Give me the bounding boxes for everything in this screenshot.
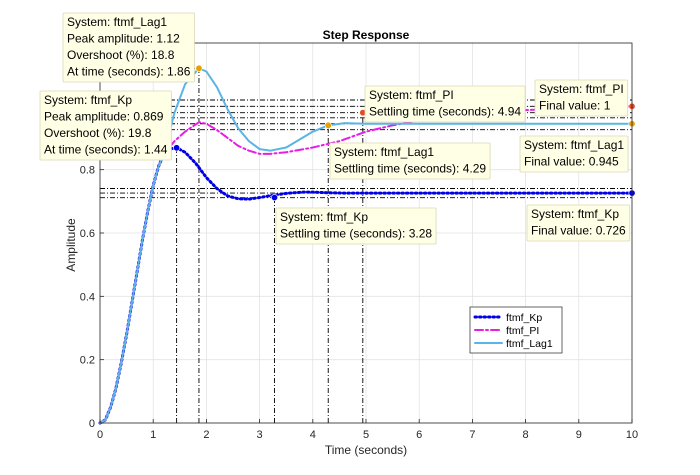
x-axis-label: Time (seconds) <box>325 443 407 457</box>
marker-peak-ftmf_Kp[interactable] <box>173 144 181 152</box>
data-tip-line: Overshoot (%): 18.8 <box>67 48 175 62</box>
data-tip-line: System: ftmf_Lag1 <box>334 145 434 159</box>
y-tick-label: 0 <box>89 418 95 430</box>
data-tip-line: Final value: 0.945 <box>524 155 619 169</box>
data-tip-peak-ftmf_Lag1: System: ftmf_Lag1 Peak amplitude: 1.12 Ove… <box>62 12 195 83</box>
data-tip-box <box>534 79 629 117</box>
x-tick-label: 3 <box>257 429 263 441</box>
legend-label: ftmf_Lag1 <box>506 338 553 350</box>
data-tip-box <box>62 12 195 83</box>
data-tip-settling-ftmf_Lag1: System: ftmf_Lag1 Settling time (seconds)… <box>329 142 491 180</box>
y-axis-label: Amplitude <box>64 218 78 272</box>
legend-item-ftmf_PI[interactable]: ftmf_PI <box>474 325 539 337</box>
data-tip-line: At time (seconds): 1.44 <box>44 143 168 157</box>
legend-label: ftmf_Kp <box>506 312 542 324</box>
data-tip-final-ftmf_Kp: System: ftmf_Kp Final value: 0.726 <box>526 204 631 242</box>
x-tick-label: 8 <box>523 429 529 441</box>
chart-title: Step Response <box>323 28 410 42</box>
data-tip-line: Peak amplitude: 0.869 <box>44 110 164 124</box>
marker-settling-ftmf_Lag1[interactable] <box>324 121 332 129</box>
x-tick-label: 1 <box>150 429 156 441</box>
data-tip-settling-ftmf_PI: System: ftmf_PI Settling time (seconds): … <box>364 85 526 123</box>
legend-item-ftmf_Kp[interactable]: ftmf_Kp <box>473 312 542 324</box>
data-tip-box <box>329 142 491 180</box>
data-tip-line: Settling time (seconds): 4.94 <box>369 105 521 119</box>
data-tip-line: Peak amplitude: 1.12 <box>67 32 180 46</box>
data-tip-line: Settling time (seconds): 3.28 <box>280 227 432 241</box>
x-tick-label: 2 <box>203 429 209 441</box>
data-tip-final-ftmf_Lag1: System: ftmf_Lag1 Final value: 0.945 <box>519 135 629 173</box>
x-tick-label: 4 <box>310 429 316 441</box>
data-tips: System: ftmf_Lag1 Peak amplitude: 1.12 Ove… <box>39 12 631 245</box>
data-tip-settling-ftmf_Kp: System: ftmf_Kp Settling time (seconds): … <box>275 207 437 245</box>
data-tip-line: System: ftmf_Kp <box>531 207 619 221</box>
x-tick-label: 9 <box>576 429 582 441</box>
data-tip-line: Final value: 0.726 <box>531 224 626 238</box>
data-tip-box <box>519 135 629 173</box>
x-tick-label: 5 <box>363 429 369 441</box>
data-tip-line: Overshoot (%): 19.8 <box>44 126 152 140</box>
legend-item-ftmf_Lag1[interactable]: ftmf_Lag1 <box>474 338 553 350</box>
x-tick-label: 7 <box>469 429 475 441</box>
data-tip-box <box>364 85 526 123</box>
series-line-ftmf_PI <box>99 105 633 424</box>
marker-peak-ftmf_Lag1[interactable] <box>195 64 203 72</box>
data-tip-line: System: ftmf_Lag1 <box>524 138 624 152</box>
y-tick-label: 0.8 <box>80 165 95 177</box>
data-tip-box <box>275 207 437 245</box>
data-tip-line: System: ftmf_Kp <box>44 93 132 107</box>
data-tip-box <box>526 204 631 242</box>
x-tick-label: 0 <box>97 429 103 441</box>
x-tick-label: 6 <box>416 429 422 441</box>
data-tip-line: System: ftmf_Lag1 <box>67 15 167 29</box>
axis-ticks: 0 1 2 3 4 5 6 7 8 9 10 0 0.2 0.4 0.6 0.8 <box>80 165 638 441</box>
legend-label: ftmf_PI <box>506 325 539 337</box>
data-tip-peak-ftmf_Kp: System: ftmf_Kp Peak amplitude: 0.869 Over… <box>39 90 172 161</box>
data-tip-line: Final value: 1 <box>539 99 611 113</box>
y-tick-label: 0.4 <box>80 291 95 303</box>
data-tip-line: At time (seconds): 1.86 <box>67 65 191 79</box>
data-tip-line: System: ftmf_PI <box>539 82 624 96</box>
marker-settling-ftmf_Kp[interactable] <box>270 194 278 202</box>
data-tip-final-ftmf_PI: System: ftmf_PI Final value: 1 <box>534 79 629 117</box>
data-tip-line: System: ftmf_PI <box>369 88 454 102</box>
data-tip-line: System: ftmf_Kp <box>280 210 368 224</box>
series-line-ftmf_Lag1 <box>99 67 633 424</box>
data-tip-box <box>39 90 172 161</box>
series-lines <box>98 67 634 425</box>
y-tick-label: 0.2 <box>80 355 95 367</box>
y-tick-label: 0.6 <box>80 228 95 240</box>
data-tip-line: Settling time (seconds): 4.29 <box>334 162 486 176</box>
x-tick-label: 10 <box>626 429 638 441</box>
